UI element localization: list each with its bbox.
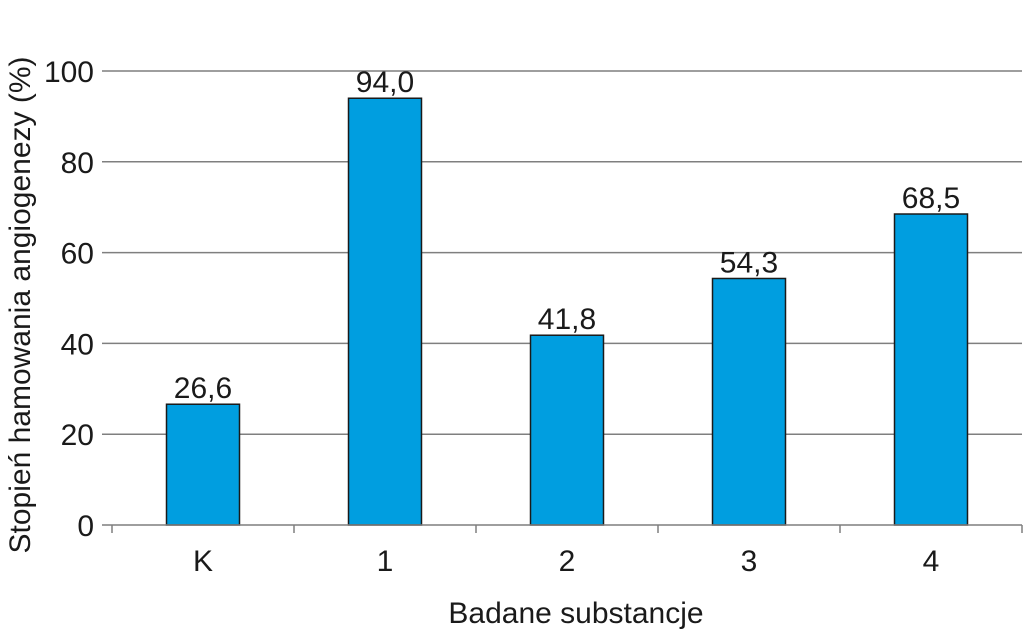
y-tick-label: 80	[61, 147, 94, 180]
x-tick-label-3: 3	[741, 545, 758, 578]
x-axis-title: Badane substancje	[448, 597, 703, 630]
data-label-2: 41,8	[538, 303, 596, 336]
bar-4	[893, 213, 969, 526]
x-tick-label-2: 2	[559, 545, 576, 578]
gridlines	[102, 70, 1022, 435]
bar-1	[347, 97, 423, 526]
data-label-4: 68,5	[902, 182, 960, 215]
y-tick-label: 100	[44, 56, 94, 89]
y-tick-label: 60	[61, 238, 94, 271]
x-tick-label-1: 1	[377, 545, 394, 578]
bar-K	[165, 403, 241, 526]
bar-3	[711, 277, 787, 526]
data-label-3: 54,3	[720, 246, 778, 279]
data-label-K: 26,6	[174, 372, 232, 405]
y-tick-label: 0	[77, 510, 94, 543]
data-label-1: 94,0	[356, 66, 414, 99]
y-tick-label: 20	[61, 419, 94, 452]
y-axis-title: Stopień hamowania angiogenezy (%)	[4, 57, 37, 554]
bar-2	[529, 334, 605, 526]
x-tick-label-4: 4	[923, 545, 940, 578]
bars	[165, 97, 969, 526]
y-tick-label: 40	[61, 328, 94, 361]
y-axis-ticks: 0 20 40 60 80 100	[44, 56, 94, 543]
data-labels: 26,6 94,0 41,8 54,3 68,5	[174, 66, 960, 405]
x-tick-label-K: K	[193, 545, 213, 578]
x-axis: K 1 2 3 4	[102, 524, 1023, 578]
